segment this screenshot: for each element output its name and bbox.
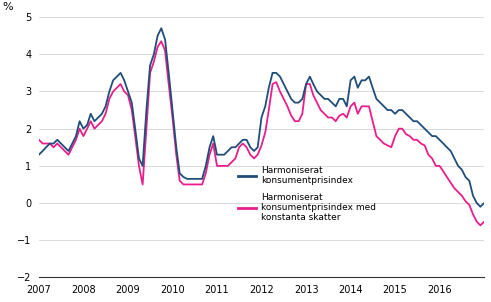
Y-axis label: %: % (2, 2, 13, 12)
Legend: Harmoniserat
konsumentprisindex, Harmoniserat
konsumentprisindex med
konstanta s: Harmoniserat konsumentprisindex, Harmoni… (235, 162, 380, 226)
